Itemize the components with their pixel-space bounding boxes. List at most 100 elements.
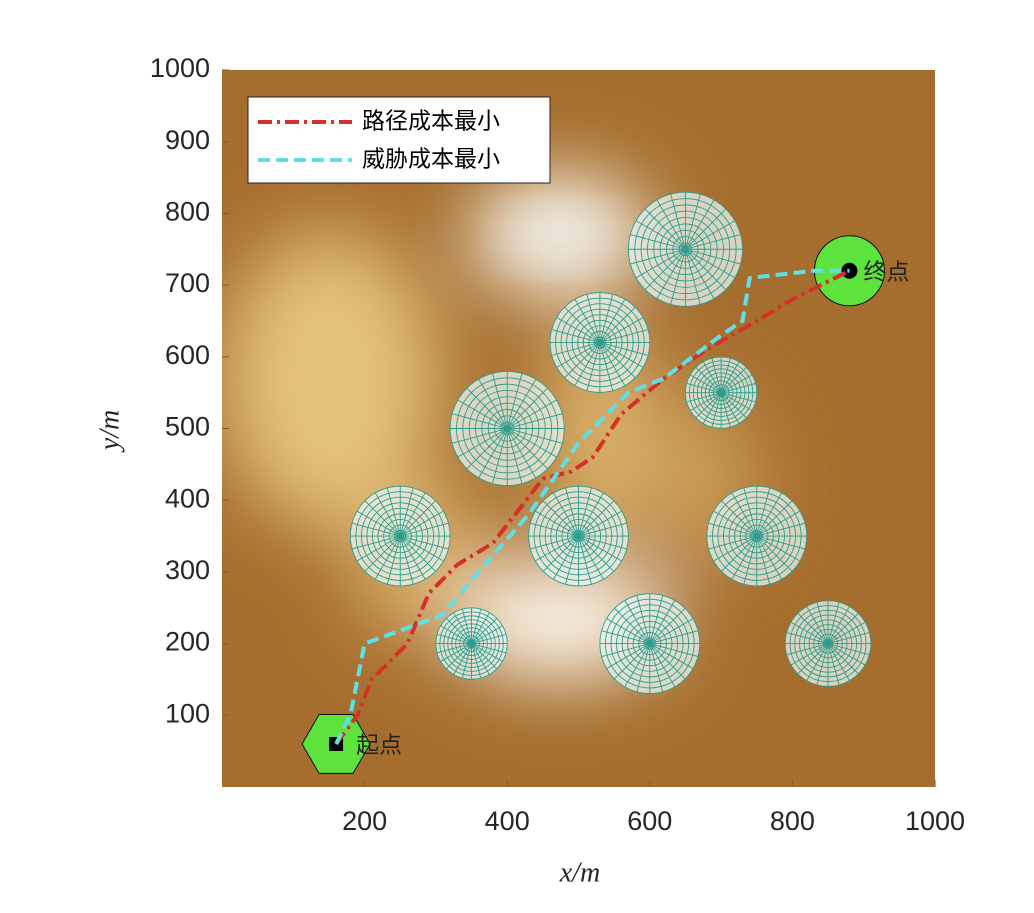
threat-spoke xyxy=(720,392,747,419)
threat-spoke xyxy=(816,602,829,644)
threat-spoke xyxy=(574,342,601,386)
threat-spoke xyxy=(461,609,472,644)
threat-spoke xyxy=(471,643,482,679)
threat-spoke xyxy=(599,294,614,343)
threat-spoke xyxy=(743,487,758,537)
threat-spoke xyxy=(578,535,615,572)
threat-spoke xyxy=(400,510,444,537)
threat-spoke xyxy=(827,632,870,645)
threat-spoke xyxy=(471,609,482,644)
threat-spoke xyxy=(649,600,676,644)
threat-spoke xyxy=(436,643,472,654)
threat-spoke xyxy=(686,392,722,403)
threat-spoke xyxy=(451,413,508,429)
threat-spoke xyxy=(649,643,686,680)
threat-spoke xyxy=(506,387,548,429)
threat-spoke xyxy=(720,392,740,424)
threat-spoke xyxy=(720,392,731,428)
y-tick-label: 900 xyxy=(165,125,210,155)
threat-center xyxy=(717,389,725,397)
y-tick-label: 500 xyxy=(165,412,210,442)
threat-spoke xyxy=(506,428,557,458)
threat-spoke xyxy=(756,510,801,537)
threat-spoke xyxy=(644,248,686,290)
threat-spoke xyxy=(797,613,829,644)
threat-spoke xyxy=(530,522,579,537)
threat-spoke xyxy=(685,234,741,250)
threat-spoke xyxy=(399,535,414,585)
threat-spoke xyxy=(564,342,601,379)
legend-label: 威胁成本最小 xyxy=(362,147,500,173)
threat-spoke xyxy=(565,535,579,585)
threat-spoke xyxy=(492,428,508,484)
threat-spoke xyxy=(356,535,401,562)
threat-spoke xyxy=(720,374,753,394)
threat-spoke xyxy=(827,602,840,644)
threat-spoke xyxy=(686,382,722,394)
threat-spoke xyxy=(756,522,806,537)
threat-spoke xyxy=(471,633,507,645)
threat-spoke xyxy=(506,428,548,470)
threat-spoke xyxy=(565,487,579,537)
threat-spoke xyxy=(756,500,793,537)
threat-spoke xyxy=(453,643,472,675)
threat-spoke xyxy=(606,618,651,644)
x-tick-label: 600 xyxy=(627,806,672,836)
threat-spoke xyxy=(720,367,747,393)
threat-spoke xyxy=(471,612,490,644)
threat-spoke xyxy=(578,500,615,537)
y-tick-label: 100 xyxy=(165,698,210,728)
threat-spoke xyxy=(756,492,783,537)
threat-spoke xyxy=(685,248,741,265)
threat-zone xyxy=(528,485,629,587)
threat-spoke xyxy=(399,487,414,537)
threat-spoke xyxy=(695,367,722,393)
threat-spoke xyxy=(614,643,651,680)
threat-spoke xyxy=(827,643,870,656)
threat-spoke xyxy=(599,299,626,343)
threat-spoke xyxy=(507,428,563,444)
route-line xyxy=(334,268,850,745)
threat-spoke xyxy=(551,342,601,356)
threat-spoke xyxy=(471,643,498,670)
threat-spoke xyxy=(351,535,401,550)
threat-spoke xyxy=(599,342,644,368)
threat-spoke xyxy=(711,392,722,428)
threat-spoke xyxy=(720,358,731,393)
threat-spoke xyxy=(471,625,503,644)
threat-spoke xyxy=(530,535,579,550)
threat-spoke xyxy=(564,306,601,343)
threat-spoke xyxy=(451,428,508,444)
threat-spoke xyxy=(478,378,508,429)
threat-spoke xyxy=(506,373,523,429)
threat-spoke xyxy=(713,510,757,537)
threat-zone xyxy=(706,485,808,587)
x-tick-label: 400 xyxy=(485,806,530,836)
threat-spoke xyxy=(374,492,401,537)
threat-spoke xyxy=(685,194,701,250)
threat-spoke xyxy=(756,535,801,562)
threat-spoke xyxy=(649,630,699,645)
threat-spoke xyxy=(586,342,601,391)
x-tick-label: 1000 xyxy=(905,806,965,836)
threat-spoke xyxy=(440,643,472,662)
threat-spoke xyxy=(436,633,472,645)
threat-spoke xyxy=(400,522,449,537)
threat-spoke xyxy=(636,643,651,692)
threat-spoke xyxy=(535,535,579,562)
threat-spoke xyxy=(756,487,771,537)
threat-spoke xyxy=(614,607,651,644)
threat-spoke xyxy=(656,249,686,299)
y-tick-label: 600 xyxy=(165,340,210,370)
y-tick-label: 400 xyxy=(165,483,210,513)
threat-spoke xyxy=(506,378,537,429)
threat-spoke xyxy=(635,220,686,250)
legend-box xyxy=(247,96,551,184)
threat-spoke xyxy=(578,535,592,585)
threat-spoke xyxy=(685,248,727,290)
threat-center xyxy=(468,640,475,648)
plot-marks: 起点 终点 xyxy=(301,191,909,774)
threat-spoke xyxy=(624,643,651,688)
threat-spoke xyxy=(599,342,626,386)
threat-spoke xyxy=(578,535,627,550)
